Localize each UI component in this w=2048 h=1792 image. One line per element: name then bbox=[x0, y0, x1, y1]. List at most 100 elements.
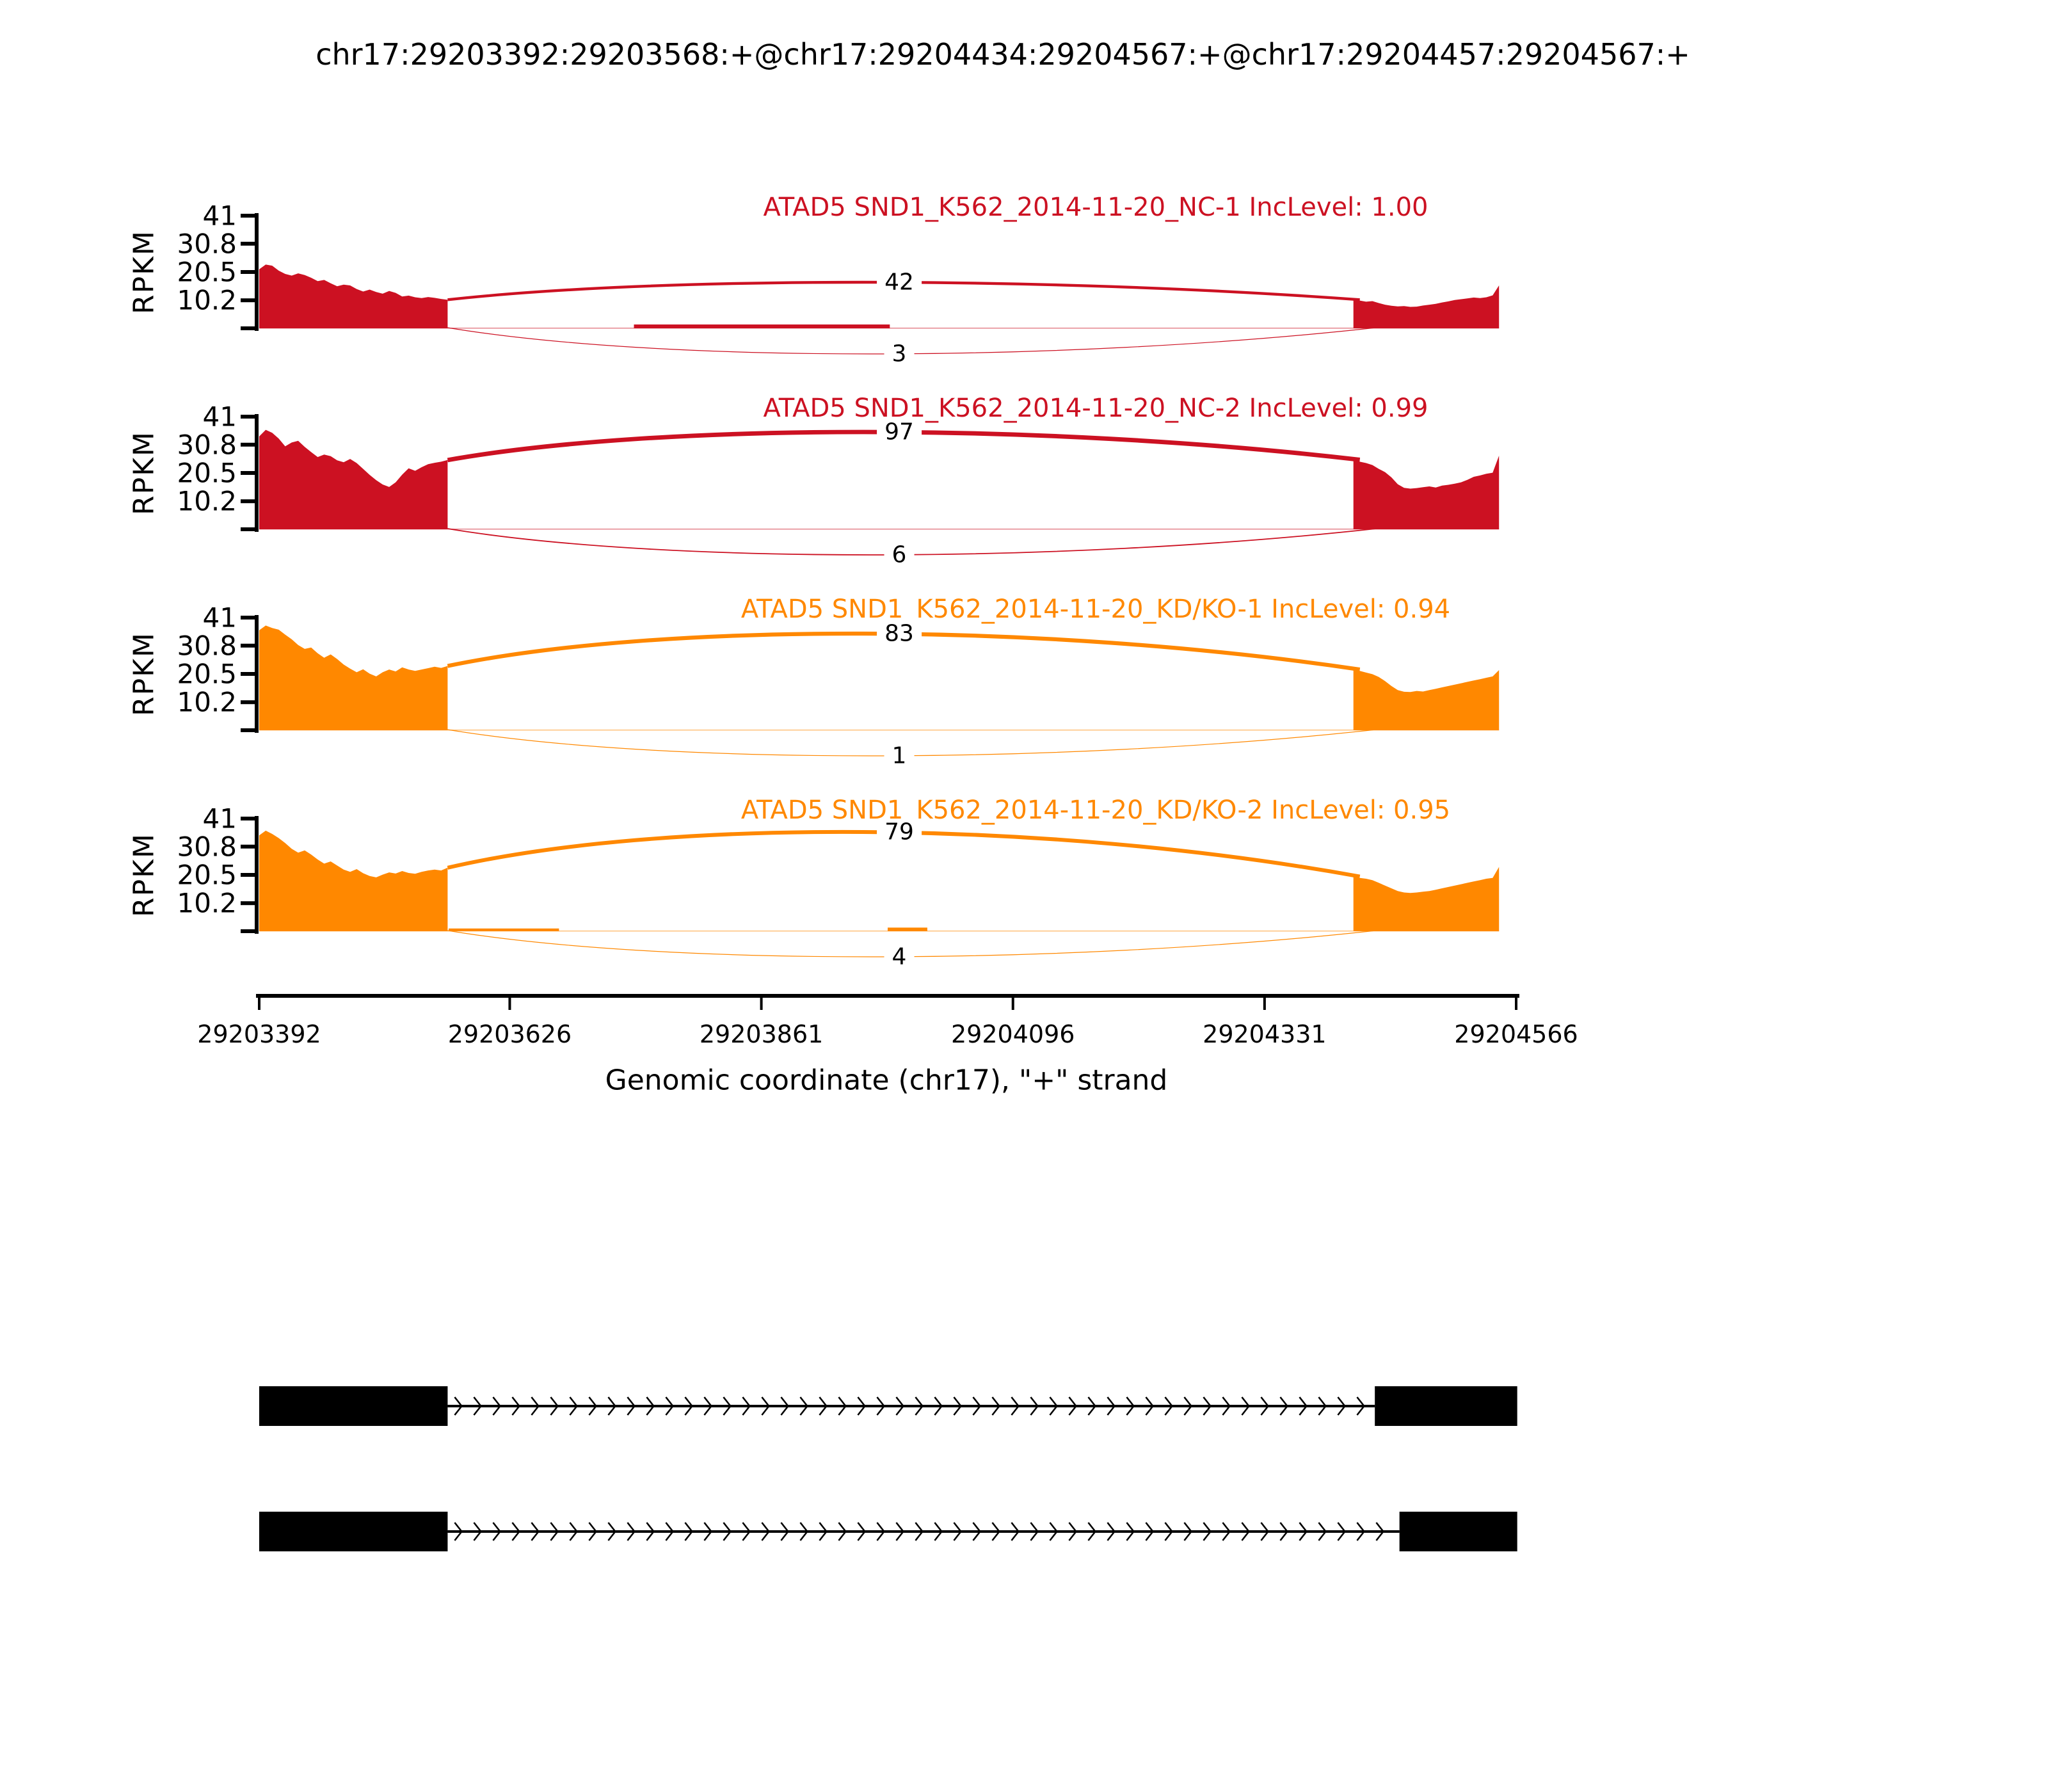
intron-line bbox=[447, 1405, 1375, 1407]
skipping-junction-arc bbox=[447, 528, 1377, 556]
read-coverage-area bbox=[1353, 285, 1500, 328]
y-tick-label: 20.5 bbox=[177, 859, 237, 891]
strand-direction-chevrons bbox=[454, 1522, 1384, 1541]
junction-count-inclusion: 42 bbox=[877, 269, 922, 296]
y-axis-label-track3: RPKM bbox=[127, 632, 161, 716]
track-title-kdko2: ATAD5 SND1_K562_2014-11-20_KD/KO-2 IncLe… bbox=[740, 796, 1451, 825]
x-axis-tick bbox=[258, 996, 260, 1010]
exon-box bbox=[259, 1386, 448, 1426]
y-tick-label: 41 bbox=[202, 401, 237, 433]
track-title-kdko1: ATAD5 SND1_K562_2014-11-20_KD/KO-1 IncLe… bbox=[740, 595, 1451, 624]
intron-coverage-area bbox=[634, 324, 890, 328]
inclusion-junction-arc bbox=[447, 631, 1361, 672]
read-coverage-area bbox=[1353, 456, 1500, 529]
read-coverage-area bbox=[259, 429, 448, 529]
y-axis-tick bbox=[241, 700, 255, 705]
y-axis-spine bbox=[255, 414, 259, 532]
x-axis-tick bbox=[1011, 996, 1014, 1010]
y-axis-tick bbox=[241, 270, 255, 274]
y-axis-label-track4: RPKM bbox=[127, 833, 161, 917]
exon-box bbox=[259, 1512, 448, 1551]
inclusion-junction-arc bbox=[447, 280, 1360, 301]
y-tick-label: 20.5 bbox=[177, 457, 237, 489]
y-axis-tick bbox=[241, 442, 255, 447]
x-tick-label: 29204566 bbox=[1454, 1020, 1578, 1048]
intron-coverage-area bbox=[449, 928, 559, 931]
junction-count-inclusion: 97 bbox=[877, 419, 922, 445]
plot-title: chr17:29203392:29203568:+@chr17:29204434… bbox=[316, 37, 1690, 72]
y-axis-spine bbox=[255, 213, 259, 331]
track-title-nc1: ATAD5 SND1_K562_2014-11-20_NC-1 IncLevel… bbox=[763, 193, 1428, 222]
x-tick-label: 29203392 bbox=[197, 1020, 321, 1048]
exon-box bbox=[1375, 1386, 1517, 1426]
y-axis-tick bbox=[241, 298, 255, 303]
y-axis-spine bbox=[255, 615, 259, 733]
skipping-junction-arc bbox=[447, 729, 1377, 756]
junction-count-inclusion: 83 bbox=[877, 620, 922, 647]
junction-count-skipping: 1 bbox=[884, 742, 915, 769]
y-axis-spine bbox=[255, 816, 259, 934]
x-axis-label: Genomic coordinate (chr17), "+" strand bbox=[605, 1064, 1168, 1097]
junction-count-skipping: 4 bbox=[884, 943, 915, 970]
y-tick-label: 30.8 bbox=[177, 429, 237, 461]
y-tick-label: 30.8 bbox=[177, 831, 237, 863]
exon-box bbox=[1399, 1512, 1517, 1551]
y-axis-tick bbox=[241, 728, 255, 732]
inclusion-junction-arc bbox=[447, 829, 1361, 879]
y-axis-tick bbox=[241, 844, 255, 849]
x-axis-tick bbox=[1263, 996, 1266, 1010]
y-tick-label: 41 bbox=[202, 200, 237, 232]
y-tick-label: 10.2 bbox=[177, 686, 237, 718]
strand-direction-chevrons bbox=[454, 1396, 1365, 1416]
x-axis-tick bbox=[508, 996, 511, 1010]
y-axis-tick bbox=[241, 672, 255, 676]
y-tick-label: 10.2 bbox=[177, 485, 237, 517]
y-axis-tick bbox=[241, 643, 255, 648]
skipping-junction-arc bbox=[447, 930, 1377, 957]
x-axis-tick bbox=[1515, 996, 1517, 1010]
y-tick-label: 41 bbox=[202, 803, 237, 835]
y-axis-tick bbox=[241, 241, 255, 246]
inclusion-junction-arc bbox=[447, 429, 1361, 463]
track-title-nc2: ATAD5 SND1_K562_2014-11-20_NC-2 IncLevel… bbox=[763, 394, 1428, 423]
junction-count-skipping: 3 bbox=[884, 340, 915, 367]
read-coverage-area bbox=[259, 264, 448, 328]
y-axis-tick bbox=[241, 415, 255, 419]
y-axis-label-track2: RPKM bbox=[127, 431, 161, 515]
y-axis-tick bbox=[241, 929, 255, 933]
y-tick-label: 20.5 bbox=[177, 256, 237, 288]
y-tick-label: 20.5 bbox=[177, 658, 237, 690]
y-axis-tick bbox=[241, 817, 255, 820]
y-axis-tick bbox=[241, 527, 255, 531]
y-axis-tick bbox=[241, 214, 255, 218]
x-tick-label: 29204331 bbox=[1203, 1020, 1327, 1048]
skipping-junction-arc bbox=[447, 327, 1377, 355]
y-axis-tick bbox=[241, 901, 255, 906]
y-axis-tick bbox=[241, 471, 255, 475]
x-tick-label: 29203861 bbox=[699, 1020, 824, 1048]
intron-line bbox=[447, 1530, 1400, 1533]
y-axis-label-track1: RPKM bbox=[127, 230, 161, 314]
y-tick-label: 41 bbox=[202, 602, 237, 634]
read-coverage-area bbox=[1353, 867, 1500, 931]
x-axis-tick bbox=[760, 996, 763, 1010]
junction-count-skipping: 6 bbox=[884, 541, 915, 568]
read-coverage-area bbox=[259, 830, 448, 931]
read-coverage-area bbox=[1353, 669, 1500, 730]
y-tick-label: 10.2 bbox=[177, 284, 237, 316]
x-axis-spine bbox=[256, 994, 1519, 998]
y-axis-tick bbox=[241, 326, 255, 330]
y-tick-label: 30.8 bbox=[177, 630, 237, 662]
y-tick-label: 30.8 bbox=[177, 228, 237, 260]
x-tick-label: 29204096 bbox=[951, 1020, 1075, 1048]
junction-count-inclusion: 79 bbox=[877, 819, 922, 845]
x-tick-label: 29203626 bbox=[447, 1020, 572, 1048]
y-axis-tick bbox=[241, 499, 255, 504]
read-coverage-area bbox=[259, 625, 448, 730]
intron-coverage-area bbox=[888, 927, 927, 931]
y-axis-tick bbox=[241, 873, 255, 877]
y-axis-tick bbox=[241, 616, 255, 620]
y-tick-label: 10.2 bbox=[177, 887, 237, 919]
